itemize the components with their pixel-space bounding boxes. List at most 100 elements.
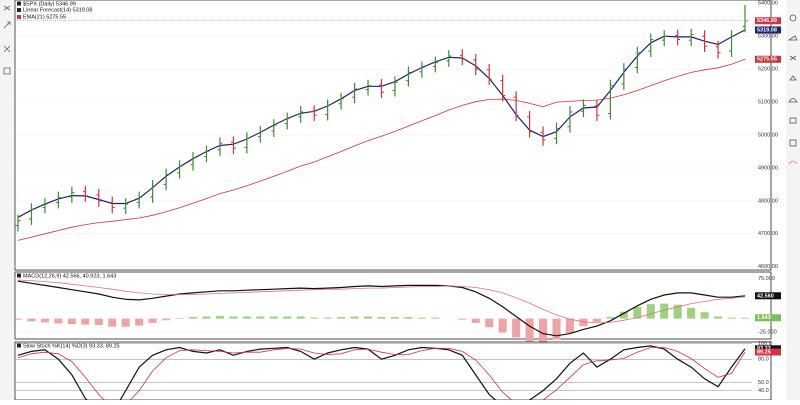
- histogram-bar: [633, 306, 642, 319]
- histogram-bar: [40, 318, 49, 323]
- price-tag-label: 5275.55: [757, 57, 777, 63]
- series-line: [17, 280, 746, 337]
- price-tag: [755, 26, 781, 34]
- price-tag: [755, 55, 781, 63]
- legend-box: [17, 273, 21, 278]
- histogram-bar: [54, 318, 63, 324]
- histogram-bar: [740, 317, 750, 319]
- legend-label: Linear Forecast(14) 5319.08: [23, 7, 92, 13]
- price-tag-label: 1.643: [757, 315, 771, 321]
- price-tag-label: 89.25: [757, 349, 771, 355]
- y-tick-label: 100.0: [758, 341, 772, 347]
- tool-icon[interactable]: [789, 75, 797, 81]
- series-line: [17, 58, 746, 241]
- series-line: [17, 347, 746, 405]
- histogram-bar: [390, 317, 400, 319]
- chart-title: MACD(12,26,9) 42.566, 40.923, 1.643: [23, 273, 116, 279]
- histogram-bar: [215, 315, 224, 319]
- price-tag: [755, 348, 781, 356]
- y-tick-label: 5300.00: [758, 34, 778, 40]
- tool-icon[interactable]: [789, 55, 797, 61]
- histogram-bar: [471, 318, 480, 323]
- legend-box: [17, 1, 21, 6]
- legend-label: EMA(21) 5275.55: [23, 14, 66, 20]
- histogram-bar: [714, 316, 723, 319]
- tool-icon[interactable]: [788, 160, 798, 165]
- histogram-bar: [148, 318, 157, 323]
- histogram-bar: [121, 318, 130, 327]
- histogram-bar: [188, 317, 198, 319]
- histogram-bar: [202, 316, 211, 319]
- histogram-bar: [512, 318, 521, 338]
- tool-icon[interactable]: [789, 139, 797, 147]
- y-tick-label: 5100.00: [758, 100, 778, 106]
- y-tick-label: 4800.00: [758, 198, 778, 204]
- histogram-bar: [242, 316, 251, 319]
- histogram-bar: [94, 318, 103, 326]
- histogram-bar: [269, 316, 278, 319]
- series-line: [17, 345, 746, 405]
- price-tag-label: 5346.99: [757, 18, 777, 24]
- y-tick-label: 5200.00: [758, 67, 778, 73]
- tool-icon[interactable]: [3, 67, 11, 75]
- histogram-bar: [296, 316, 305, 319]
- histogram-bar: [485, 318, 494, 328]
- histogram-bar: [229, 316, 238, 319]
- y-tick-label: 75.000: [758, 276, 775, 282]
- histogram-bar: [310, 317, 319, 319]
- histogram-bar: [539, 318, 548, 343]
- histogram-bar: [579, 318, 588, 327]
- y-tick-label: -25.000: [758, 329, 777, 335]
- tool-icon[interactable]: [3, 45, 11, 53]
- histogram-bar: [606, 317, 615, 319]
- price-tag: [755, 292, 781, 300]
- histogram-bar: [363, 316, 373, 319]
- tool-icon[interactable]: [789, 14, 797, 22]
- histogram-bar: [673, 304, 682, 319]
- histogram-bar: [565, 318, 575, 334]
- right-toolbar: [786, 0, 800, 400]
- histogram-bar: [646, 304, 655, 319]
- y-tick-label: 4900.00: [758, 165, 778, 171]
- histogram-bar: [108, 318, 117, 327]
- histogram-bar: [81, 318, 90, 325]
- histogram-bar: [660, 303, 669, 319]
- histogram-bar: [323, 317, 332, 319]
- tool-icon[interactable]: [787, 35, 798, 41]
- y-tick-label: 4600.00: [758, 264, 778, 270]
- histogram-bar: [256, 316, 265, 319]
- chart-title: Slow Stoch %K(14) %D(3) 93.33, 89.25: [23, 343, 120, 349]
- histogram-bar: [350, 316, 359, 319]
- histogram-bar: [67, 318, 76, 324]
- y-tick-label: 40.0: [758, 388, 769, 394]
- chart-title: $SPX (Daily) 5346.99: [23, 1, 76, 7]
- histogram-bar: [27, 318, 36, 322]
- histogram-bar: [283, 316, 292, 319]
- tool-icon[interactable]: [789, 117, 797, 124]
- histogram-bar: [431, 317, 440, 319]
- price-tag: [755, 314, 781, 322]
- histogram-bar: [417, 317, 426, 319]
- legend-swatch: [17, 8, 21, 12]
- price-tag: [755, 17, 781, 25]
- tool-icon[interactable]: [3, 21, 11, 29]
- histogram-bar: [727, 317, 736, 319]
- series-line: [17, 279, 746, 324]
- histogram-bar: [175, 318, 184, 319]
- histogram-bar: [162, 318, 171, 321]
- histogram-bar: [135, 318, 144, 326]
- legend-box: [17, 343, 21, 348]
- panel-frame: [14, 341, 772, 401]
- tool-icon[interactable]: [3, 5, 11, 11]
- y-tick-label: 5000.00: [758, 132, 778, 138]
- tool-icon[interactable]: [788, 98, 798, 103]
- histogram-bar: [377, 317, 386, 319]
- y-tick-label: 80.0: [758, 357, 769, 363]
- histogram-bar: [13, 318, 23, 320]
- series-line: [17, 29, 746, 218]
- y-tick-label: 5400.00: [758, 1, 778, 7]
- histogram-bar: [458, 318, 467, 320]
- histogram-bar: [687, 307, 696, 319]
- price-tag-label: 5319.08: [757, 27, 777, 33]
